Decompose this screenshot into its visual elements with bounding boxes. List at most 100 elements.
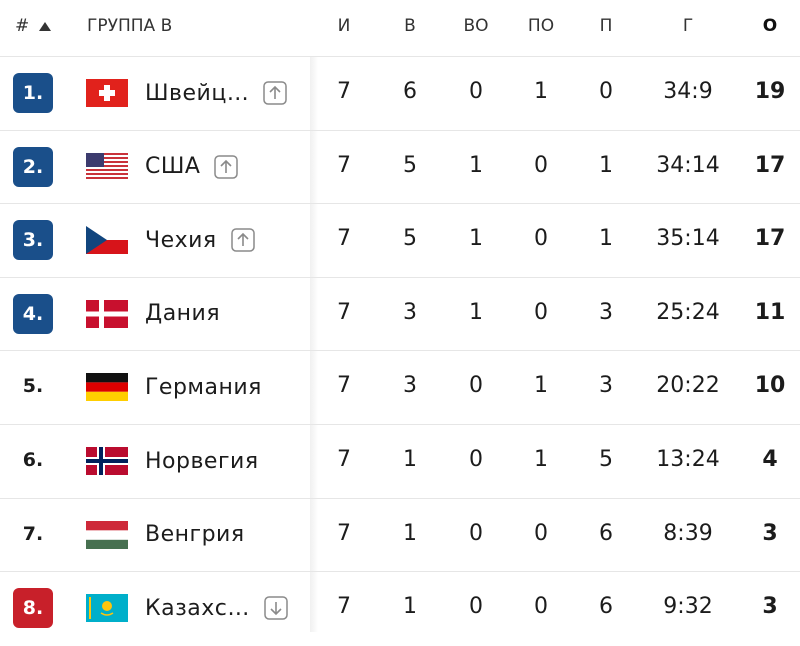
team-name: США xyxy=(145,154,201,180)
stat: 7 xyxy=(337,447,351,472)
stat: 6 xyxy=(403,79,417,104)
column-header[interactable]: И xyxy=(337,16,351,36)
stat: 1 xyxy=(534,447,548,472)
stat: 0 xyxy=(534,520,548,546)
table-row[interactable]: 5. Германия 7 3 0 1 3 20:22 10 xyxy=(0,350,800,425)
stat: 7 xyxy=(337,299,351,325)
rank-header[interactable]: # xyxy=(15,0,51,52)
flag xyxy=(86,447,128,475)
stat: 25:24 xyxy=(656,299,720,325)
rank: 8. xyxy=(13,588,53,629)
column-header[interactable]: О xyxy=(762,16,778,36)
team-name: Казахс… xyxy=(145,595,250,621)
stat: 0 xyxy=(469,373,483,399)
flag xyxy=(86,520,128,549)
table-row[interactable]: 7. Венгрия 7 1 0 0 6 8:39 3 xyxy=(0,497,800,573)
column-header[interactable]: В xyxy=(404,16,416,36)
team-cell: Венгрия xyxy=(145,521,245,549)
team-cell: Чехия xyxy=(145,226,255,254)
flag xyxy=(86,152,128,179)
page: # ГРУППА B И В ВО ПО П Г О 1. Швейц… 7 6 0 1 0 34:9 19 2… xyxy=(0,0,800,632)
rank: 5. xyxy=(22,375,44,398)
team-cell: Дания xyxy=(145,300,220,328)
team-name: Германия xyxy=(145,374,262,400)
table-row[interactable]: 2. США 7 5 1 0 1 34:14 17 xyxy=(0,129,800,205)
flag xyxy=(86,594,128,623)
points: 17 xyxy=(754,152,786,178)
rank: 4. xyxy=(13,293,53,334)
stat: 0 xyxy=(534,594,548,620)
column-header[interactable]: П xyxy=(599,16,613,36)
stat: 6 xyxy=(599,594,613,620)
column-shadow xyxy=(310,56,318,632)
stat: 5 xyxy=(599,447,613,472)
stat: 1 xyxy=(599,226,613,252)
standings-table: # ГРУППА B И В ВО ПО П Г О 1. Швейц… 7 6 0 1 0 34:9 19 2… xyxy=(0,0,800,632)
stat: 3 xyxy=(403,373,417,399)
team-cell: Казахс… xyxy=(145,594,288,622)
table-row[interactable]: 4. Дания 7 3 1 0 3 25:24 11 xyxy=(0,276,800,352)
flag xyxy=(86,226,128,255)
trend-icon xyxy=(264,596,288,620)
stat: 0 xyxy=(599,79,613,104)
stat: 0 xyxy=(534,152,548,178)
rank: 3. xyxy=(13,220,53,261)
points: 17 xyxy=(754,226,786,252)
stat: 34:14 xyxy=(656,152,720,178)
stat: 3 xyxy=(403,299,417,325)
team-cell: США xyxy=(145,153,239,181)
stat: 5 xyxy=(403,152,417,178)
sort-icon xyxy=(38,22,51,31)
stat: 1 xyxy=(403,520,417,546)
stat: 9:32 xyxy=(663,594,713,620)
points: 19 xyxy=(754,79,786,104)
stat: 7 xyxy=(337,79,351,104)
stat: 1 xyxy=(469,299,483,325)
table-row[interactable]: 3. Чехия 7 5 1 0 1 35:14 17 xyxy=(0,203,800,278)
stat: 1 xyxy=(469,226,483,252)
stat: 1 xyxy=(403,447,417,472)
team-name: Дания xyxy=(145,301,221,327)
stat: 7 xyxy=(337,226,351,252)
table-row[interactable]: 8. Казахс… 7 1 0 0 6 9:32 3 xyxy=(0,571,800,646)
table-row[interactable]: 1. Швейц… 7 6 0 1 0 34:9 19 xyxy=(0,56,800,131)
team-cell: Швейц… xyxy=(145,79,288,107)
stat: 3 xyxy=(599,373,613,399)
table-row[interactable]: 6. Норвегия 7 1 0 1 5 13:24 4 xyxy=(0,424,800,499)
stat: 0 xyxy=(469,594,483,620)
stat: 13:24 xyxy=(656,447,720,472)
stat: 6 xyxy=(599,520,613,546)
flag xyxy=(86,373,128,402)
stat: 1 xyxy=(534,373,548,399)
stat: 7 xyxy=(337,520,351,546)
stat: 1 xyxy=(403,594,417,620)
column-header[interactable]: ПО xyxy=(527,16,555,36)
stat: 7 xyxy=(337,594,351,620)
column-header[interactable]: Г xyxy=(682,16,694,36)
stat: 7 xyxy=(337,152,351,178)
rank: 2. xyxy=(13,146,53,187)
stat: 0 xyxy=(469,447,483,472)
trend-icon xyxy=(214,154,239,179)
stat: 1 xyxy=(534,79,548,104)
points: 11 xyxy=(754,299,786,325)
points: 3 xyxy=(762,594,778,620)
points: 4 xyxy=(762,447,778,472)
rank: 6. xyxy=(22,449,44,471)
column-header[interactable]: ВО xyxy=(463,16,489,36)
stat: 1 xyxy=(599,152,613,178)
stat: 3 xyxy=(599,299,613,325)
stat: 0 xyxy=(469,79,483,104)
flag xyxy=(86,299,128,328)
trend-icon xyxy=(230,228,255,252)
stat: 8:39 xyxy=(663,520,713,546)
stat: 35:14 xyxy=(656,226,720,252)
rank: 7. xyxy=(22,522,44,545)
group-header: ГРУППА B xyxy=(87,16,173,36)
team-name: Швейц… xyxy=(145,80,250,106)
team-name: Норвегия xyxy=(145,448,259,474)
points: 10 xyxy=(754,373,786,399)
team-cell: Германия xyxy=(145,373,262,401)
points: 3 xyxy=(762,520,778,546)
team-cell: Норвегия xyxy=(145,447,259,475)
